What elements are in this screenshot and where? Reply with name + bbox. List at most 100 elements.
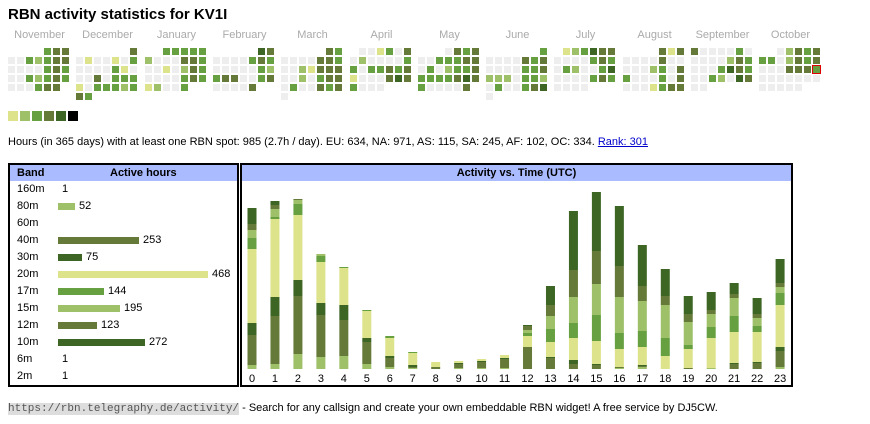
day-cell[interactable] — [495, 84, 502, 91]
day-cell[interactable] — [258, 48, 265, 55]
day-cell[interactable] — [813, 75, 820, 82]
day-cell[interactable] — [632, 75, 639, 82]
day-cell[interactable] — [359, 84, 366, 91]
day-cell[interactable] — [85, 57, 92, 64]
day-cell[interactable] — [777, 48, 784, 55]
day-cell[interactable] — [163, 48, 170, 55]
day-cell[interactable] — [121, 84, 128, 91]
day-cell[interactable] — [677, 66, 684, 73]
day-cell[interactable] — [240, 57, 247, 64]
day-cell[interactable] — [691, 84, 698, 91]
day-cell[interactable] — [199, 66, 206, 73]
day-cell[interactable] — [267, 57, 274, 64]
day-cell[interactable] — [44, 84, 51, 91]
day-cell[interactable] — [103, 84, 110, 91]
day-cell[interactable] — [668, 84, 675, 91]
day-cell[interactable] — [281, 57, 288, 64]
day-cell[interactable] — [231, 57, 238, 64]
day-cell[interactable] — [608, 75, 615, 82]
day-cell[interactable] — [632, 57, 639, 64]
day-cell[interactable] — [154, 57, 161, 64]
day-cell[interactable] — [572, 48, 579, 55]
day-cell[interactable] — [795, 84, 802, 91]
day-cell[interactable] — [590, 66, 597, 73]
day-cell[interactable] — [335, 66, 342, 73]
day-cell[interactable] — [650, 57, 657, 64]
day-cell[interactable] — [513, 75, 520, 82]
day-cell[interactable] — [267, 48, 274, 55]
day-cell[interactable] — [8, 57, 15, 64]
day-cell[interactable] — [112, 84, 119, 91]
day-cell[interactable] — [427, 75, 434, 82]
day-cell[interactable] — [350, 57, 357, 64]
day-cell[interactable] — [641, 57, 648, 64]
day-cell[interactable] — [563, 48, 570, 55]
day-cell[interactable] — [563, 57, 570, 64]
day-cell[interactable] — [35, 66, 42, 73]
day-cell[interactable] — [368, 57, 375, 64]
day-cell[interactable] — [495, 57, 502, 64]
day-cell[interactable] — [199, 48, 206, 55]
day-cell[interactable] — [677, 84, 684, 91]
day-cell[interactable] — [281, 75, 288, 82]
day-cell[interactable] — [130, 75, 137, 82]
day-cell[interactable] — [163, 84, 170, 91]
day-cell[interactable] — [199, 75, 206, 82]
day-cell[interactable] — [777, 84, 784, 91]
day-cell[interactable] — [454, 75, 461, 82]
day-cell[interactable] — [641, 84, 648, 91]
day-cell[interactable] — [563, 75, 570, 82]
day-cell[interactable] — [231, 75, 238, 82]
day-cell[interactable] — [172, 84, 179, 91]
day-cell[interactable] — [213, 57, 220, 64]
day-cell[interactable] — [668, 75, 675, 82]
day-cell[interactable] — [53, 66, 60, 73]
day-cell[interactable] — [795, 75, 802, 82]
day-cell[interactable] — [368, 66, 375, 73]
day-cell[interactable] — [112, 57, 119, 64]
day-cell[interactable] — [35, 75, 42, 82]
day-cell[interactable] — [812, 65, 821, 74]
day-cell[interactable] — [436, 84, 443, 91]
day-cell[interactable] — [17, 75, 24, 82]
day-cell[interactable] — [472, 48, 479, 55]
footer-url[interactable]: https://rbn.telegraphy.de/activity/ — [8, 403, 240, 415]
day-cell[interactable] — [281, 66, 288, 73]
day-cell[interactable] — [599, 75, 606, 82]
day-cell[interactable] — [590, 75, 597, 82]
day-cell[interactable] — [35, 84, 42, 91]
day-cell[interactable] — [590, 48, 597, 55]
day-cell[interactable] — [522, 66, 529, 73]
day-cell[interactable] — [572, 84, 579, 91]
day-cell[interactable] — [668, 66, 675, 73]
day-cell[interactable] — [795, 66, 802, 73]
day-cell[interactable] — [804, 48, 811, 55]
day-cell[interactable] — [335, 84, 342, 91]
day-cell[interactable] — [213, 75, 220, 82]
day-cell[interactable] — [531, 84, 538, 91]
day-cell[interactable] — [222, 66, 229, 73]
day-cell[interactable] — [463, 66, 470, 73]
day-cell[interactable] — [472, 75, 479, 82]
day-cell[interactable] — [700, 66, 707, 73]
day-cell[interactable] — [222, 57, 229, 64]
day-cell[interactable] — [486, 75, 493, 82]
day-cell[interactable] — [317, 84, 324, 91]
day-cell[interactable] — [368, 84, 375, 91]
day-cell[interactable] — [350, 75, 357, 82]
day-cell[interactable] — [718, 57, 725, 64]
day-cell[interactable] — [76, 75, 83, 82]
day-cell[interactable] — [112, 66, 119, 73]
day-cell[interactable] — [522, 75, 529, 82]
day-cell[interactable] — [213, 84, 220, 91]
day-cell[interactable] — [190, 66, 197, 73]
day-cell[interactable] — [145, 57, 152, 64]
day-cell[interactable] — [299, 75, 306, 82]
day-cell[interactable] — [395, 75, 402, 82]
day-cell[interactable] — [231, 66, 238, 73]
day-cell[interactable] — [718, 66, 725, 73]
day-cell[interactable] — [736, 48, 743, 55]
day-cell[interactable] — [522, 84, 529, 91]
day-cell[interactable] — [486, 66, 493, 73]
day-cell[interactable] — [599, 66, 606, 73]
